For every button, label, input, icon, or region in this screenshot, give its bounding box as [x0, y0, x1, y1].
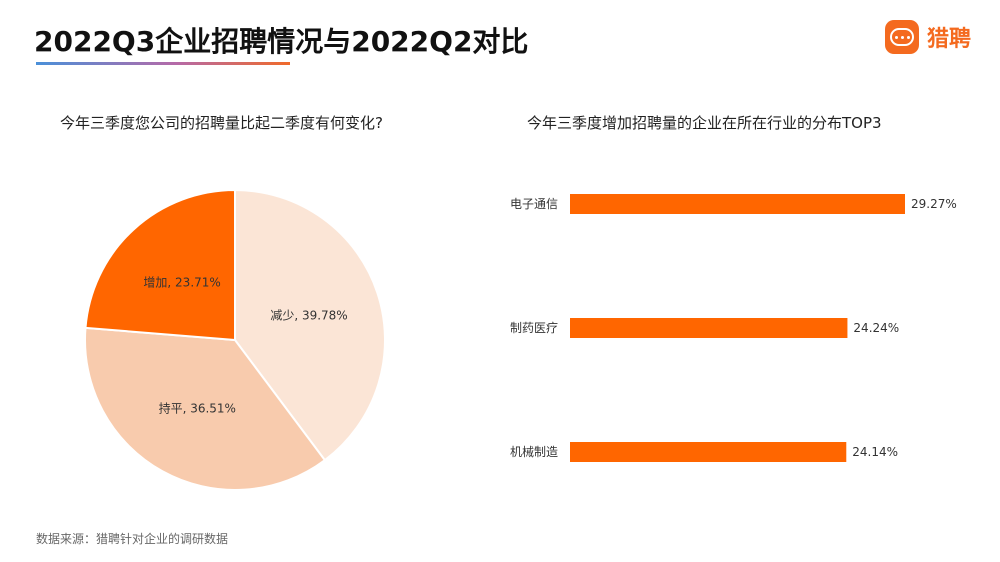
page-title: 2022Q3企业招聘情况与2022Q2对比 — [34, 25, 529, 58]
bar-value-label: 24.14% — [852, 445, 898, 459]
bar-category-label: 电子通信 — [510, 197, 558, 211]
chat-bubble-icon — [885, 20, 919, 54]
bar-category-label: 制药医疗 — [510, 321, 558, 335]
bar — [570, 442, 847, 462]
bar — [570, 194, 905, 214]
pie-chart-title: 今年三季度您公司的招聘量比起二季度有何变化? — [60, 114, 383, 132]
logo-text: 猎聘 — [927, 27, 972, 52]
pie-slice-label: 增加, 23.71% — [143, 276, 220, 290]
bar — [570, 318, 848, 338]
data-source-note: 数据来源：猎聘针对企业的调研数据 — [36, 532, 229, 546]
pie-slice — [84, 188, 236, 342]
bar-chart-title: 今年三季度增加招聘量的企业在所在行业的分布TOP3 — [527, 114, 882, 132]
bar-value-label: 29.27% — [911, 197, 957, 211]
pie-slice — [234, 188, 386, 462]
pie-slice — [84, 326, 327, 491]
pie-slice-label: 减少, 39.78% — [270, 308, 347, 322]
bar-category-label: 机械制造 — [510, 444, 558, 459]
bar-value-label: 24.24% — [853, 321, 899, 335]
brand-logo: 猎聘 — [885, 20, 971, 54]
pie-slice-label: 持平, 36.51% — [159, 400, 236, 415]
title-underline — [36, 62, 290, 65]
